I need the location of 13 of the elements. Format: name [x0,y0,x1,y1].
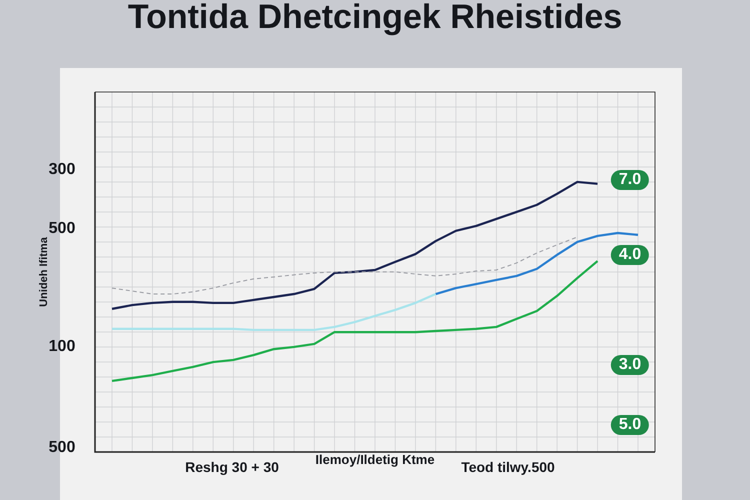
x-axis-title: Ilemoy/Ildetig Ktme [315,452,435,467]
annotation: 3.0 [610,355,650,375]
annotation: 5.0 [610,415,650,435]
text: Reshg 30 + 30 [185,459,279,475]
annotation: 7.0 [610,170,650,190]
text: 500 [48,439,76,457]
text: 500 [48,220,76,238]
text: Teod tilwy.500 [461,459,555,475]
chart-title: Tontida Dhetcingek Rheistides [126,0,624,37]
annotation: 4.0 [610,245,650,265]
y-axis-title: Unideh Ifitma [38,237,50,307]
text: 300 [48,161,76,179]
text: 100 [48,338,76,356]
